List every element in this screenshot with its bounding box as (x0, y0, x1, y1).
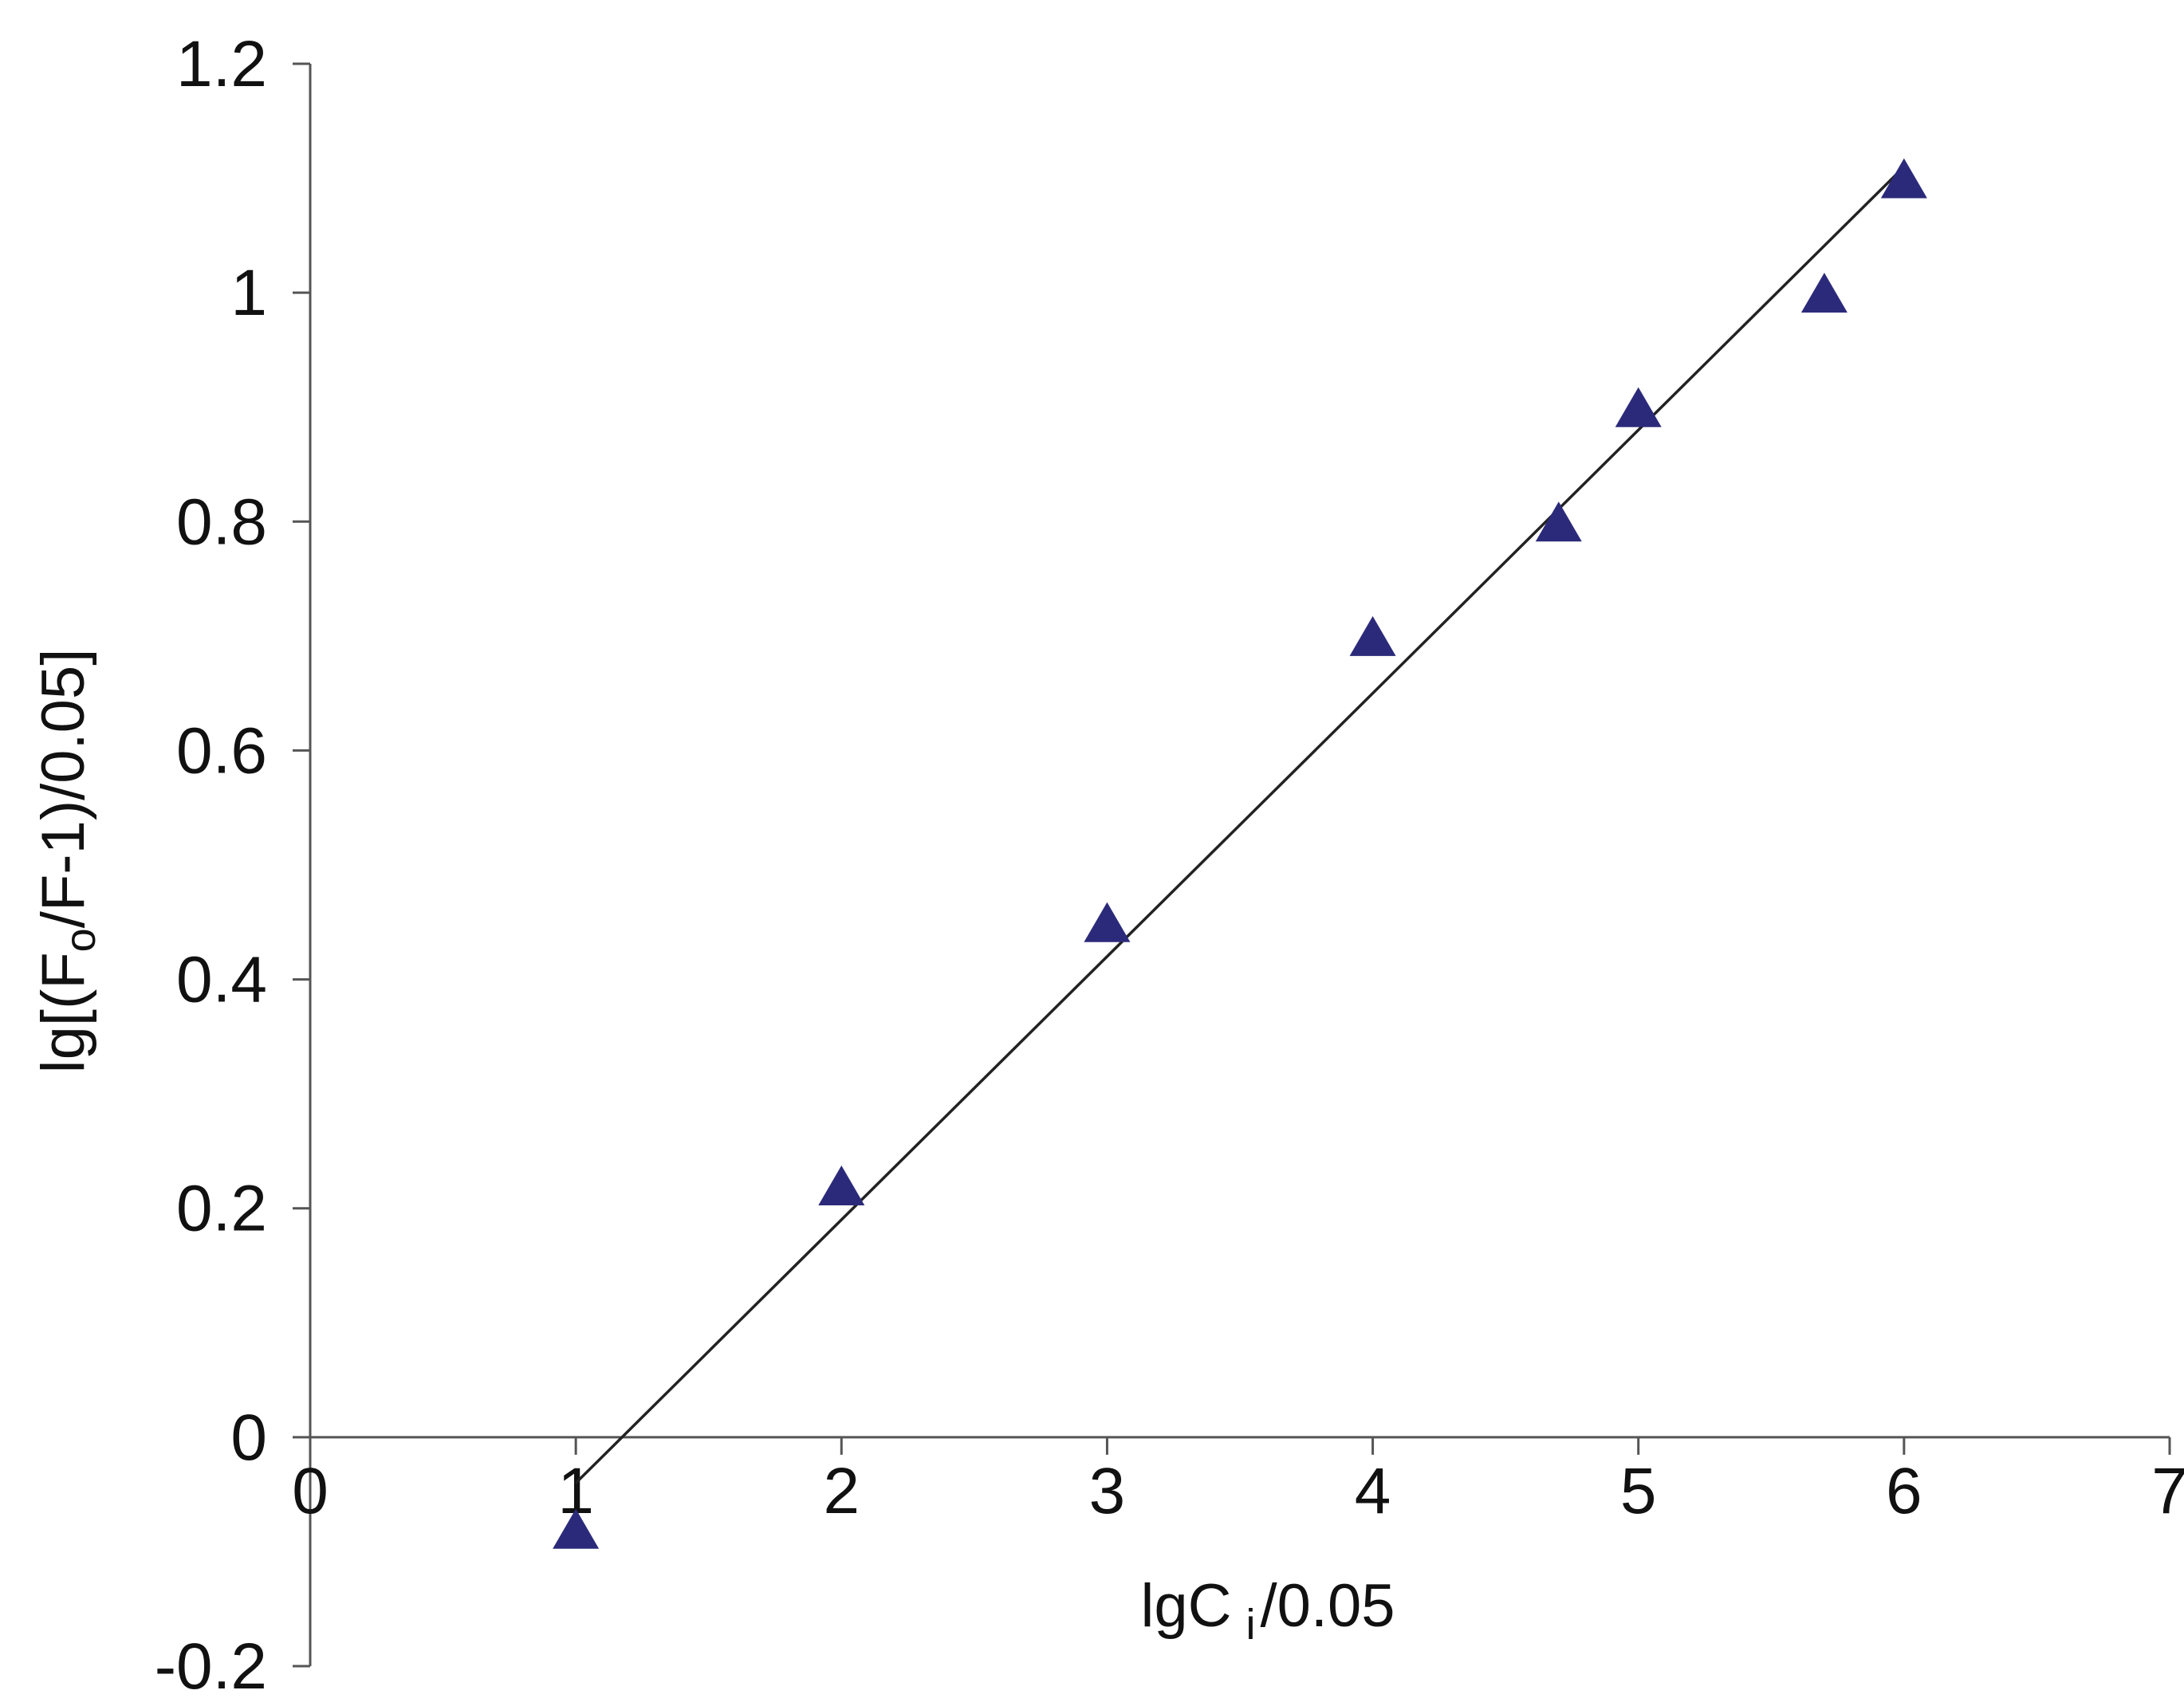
data-point-triangle (1535, 501, 1582, 542)
x-tick-label: 6 (1886, 1455, 1922, 1527)
data-point-triangle (1615, 387, 1662, 427)
data-point-triangle (1800, 273, 1848, 313)
y-axis-title: lg[(Fo/F-1)/0.05] (30, 649, 104, 1074)
y-tick-label: 1.2 (176, 28, 267, 100)
x-axis-title-rest: /0.05 (1261, 1572, 1395, 1640)
x-tick-label: 2 (823, 1455, 860, 1527)
data-point-triangle (1349, 615, 1396, 656)
y-axis-title-post: /F-1)/0.05] (30, 649, 97, 929)
x-tick-label: 7 (2151, 1455, 2184, 1527)
trendline (574, 165, 1906, 1484)
data-point-triangle (553, 1508, 600, 1549)
data-point-triangle (818, 1165, 865, 1205)
y-axis-title-pre: lg[(F (30, 952, 97, 1073)
data-point-triangle (1880, 158, 1927, 199)
y-tick-label: 1 (230, 257, 267, 329)
trendline-layer (574, 165, 1906, 1484)
y-tick-label: 0.2 (176, 1173, 267, 1245)
x-tick-label: 4 (1355, 1455, 1391, 1527)
y-axis-title-subscript: o (57, 928, 104, 952)
x-axis-title: lgC i/0.05 (1140, 1572, 1395, 1649)
data-point-triangle (1084, 902, 1131, 942)
tick-labels: -0.200.20.40.60.811.20 1 2 3 4 5 6 7 (155, 28, 2184, 1702)
y-tick-label: -0.2 (155, 1630, 267, 1702)
y-tick-label: 0 (230, 1401, 267, 1474)
y-tick-label: 0.6 (176, 714, 267, 787)
data-points (553, 158, 1927, 1549)
axes (293, 62, 2171, 1668)
x-tick-label: 3 (1089, 1455, 1126, 1527)
x-tick-label: 5 (1620, 1455, 1657, 1527)
y-tick-label: 0.4 (176, 944, 267, 1016)
y-tick-label: 0.8 (176, 485, 267, 558)
x-axis-title-subscript: i (1246, 1601, 1256, 1649)
x-axis-title-main: lgC (1140, 1572, 1231, 1640)
x-tick-label: 0 (292, 1455, 329, 1527)
